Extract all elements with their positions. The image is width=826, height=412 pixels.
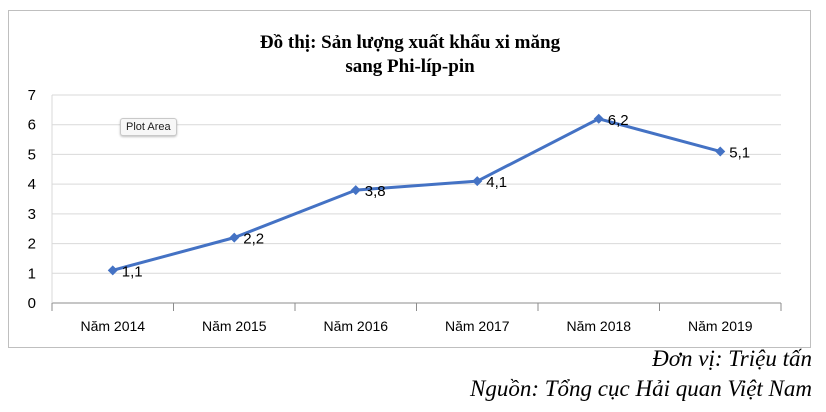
- y-tick-4: 4: [28, 176, 36, 193]
- data-label: 4,1: [486, 174, 507, 191]
- data-point-marker: [715, 146, 726, 157]
- unit-note: Đơn vị: Triệu tấn: [652, 346, 812, 371]
- data-point-marker: [350, 185, 361, 196]
- y-tick-2: 2: [28, 236, 36, 253]
- chart-frame: [8, 10, 811, 348]
- series-polyline: [112, 117, 721, 272]
- y-tick-3: 3: [28, 206, 36, 223]
- line-chart: Đồ thị: Sản lượng xuất khẩu xi măng sang…: [28, 32, 782, 334]
- x-tick-label: Năm 2018: [566, 318, 631, 334]
- series-line: [107, 113, 726, 276]
- x-axis: Năm 2014 Năm 2015 Năm 2016 Năm 2017 Năm 2018…: [51, 303, 782, 334]
- x-tick-label: Năm 2016: [323, 318, 388, 334]
- y-tick-6: 6: [28, 117, 36, 134]
- data-point-marker: [107, 265, 118, 276]
- y-tick-0: 0: [28, 295, 36, 312]
- data-point-marker: [229, 232, 240, 243]
- data-label: 3,8: [365, 183, 386, 200]
- data-label: 1,1: [122, 263, 143, 280]
- x-tick-label: Năm 2019: [688, 318, 753, 334]
- data-label: 2,2: [243, 231, 264, 248]
- y-tick-7: 7: [28, 87, 36, 104]
- x-tick-label: Năm 2014: [80, 318, 145, 334]
- data-labels: 1,1 2,2 3,8 4,1 6,2 5,1: [122, 112, 750, 281]
- chart-title-line-2: sang Phi-líp-pin: [345, 56, 475, 77]
- data-label: 5,1: [729, 144, 750, 161]
- x-tick-label: Năm 2017: [445, 318, 510, 334]
- y-tick-labels: 0 1 2 3 4 5 6 7: [28, 87, 36, 312]
- y-tick-1: 1: [28, 265, 36, 282]
- data-point-marker: [472, 176, 483, 187]
- source-note: Nguồn: Tổng cục Hải quan Việt Nam: [470, 376, 812, 401]
- chart-title-line-1: Đồ thị: Sản lượng xuất khẩu xi măng: [260, 32, 561, 53]
- plot-area-tooltip: Plot Area: [120, 118, 177, 136]
- x-tick-label: Năm 2015: [202, 318, 267, 334]
- data-label: 6,2: [608, 112, 629, 129]
- data-point-marker: [593, 113, 604, 124]
- y-tick-5: 5: [28, 146, 36, 163]
